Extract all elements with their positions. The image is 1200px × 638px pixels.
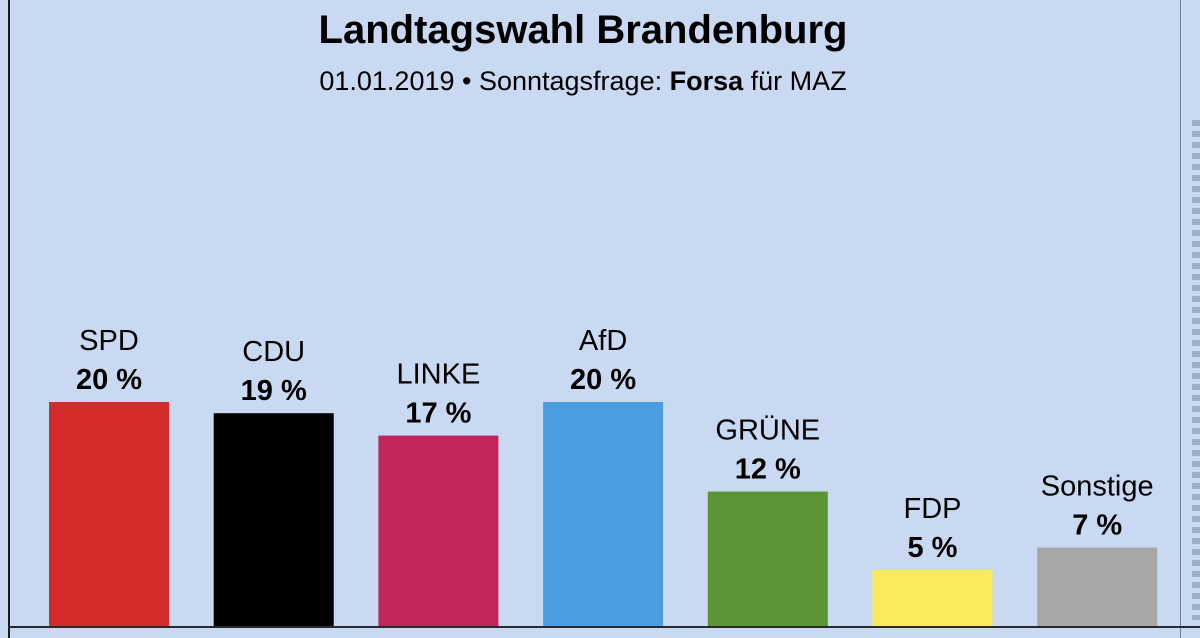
category-label: SPD [79, 325, 139, 357]
subtitle-client-text: für MAZ [743, 66, 847, 96]
value-label: 20 % [570, 364, 636, 396]
category-label: FDP [904, 493, 962, 525]
subtitle-institute: Forsa [669, 66, 744, 96]
bar-grne [707, 491, 828, 626]
category-label: Sonstige [1041, 471, 1154, 503]
value-label: 19 % [241, 375, 307, 407]
value-label: 17 % [405, 398, 471, 430]
bar-spd [49, 402, 169, 626]
chart-title: Landtagswahl Brandenburg [318, 8, 848, 52]
bar-cdu [213, 413, 334, 626]
category-label: GRÜNE [715, 415, 820, 447]
bar-linke [378, 435, 499, 626]
category-label: AfD [579, 325, 627, 357]
bar-sonstige [1037, 547, 1158, 626]
value-label: 5 % [908, 532, 958, 564]
category-label: LINKE [396, 359, 480, 391]
bar-afd [543, 402, 664, 626]
chart-subtitle: 01.01.2019 • Sonntagsfrage: Forsa für MA… [0, 66, 1166, 97]
right-border [1180, 0, 1181, 638]
bar-fdp [872, 570, 993, 626]
x-axis-baseline [8, 626, 1200, 628]
left-border [8, 0, 10, 638]
source-note-vertical [1192, 120, 1200, 620]
value-label: 12 % [735, 454, 801, 486]
category-label: CDU [242, 336, 305, 368]
value-label: 20 % [76, 364, 142, 396]
subtitle-date-text: 01.01.2019 • Sonntagsfrage: [319, 66, 670, 96]
value-label: 7 % [1072, 510, 1122, 542]
